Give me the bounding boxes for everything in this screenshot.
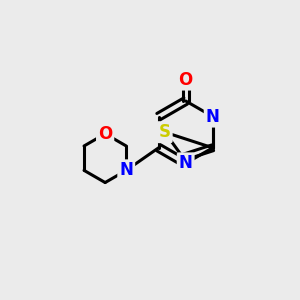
- Text: N: N: [206, 108, 220, 126]
- Text: O: O: [98, 125, 112, 143]
- Text: O: O: [178, 70, 193, 88]
- Text: N: N: [119, 161, 133, 179]
- Text: N: N: [179, 154, 193, 172]
- Text: S: S: [159, 123, 171, 141]
